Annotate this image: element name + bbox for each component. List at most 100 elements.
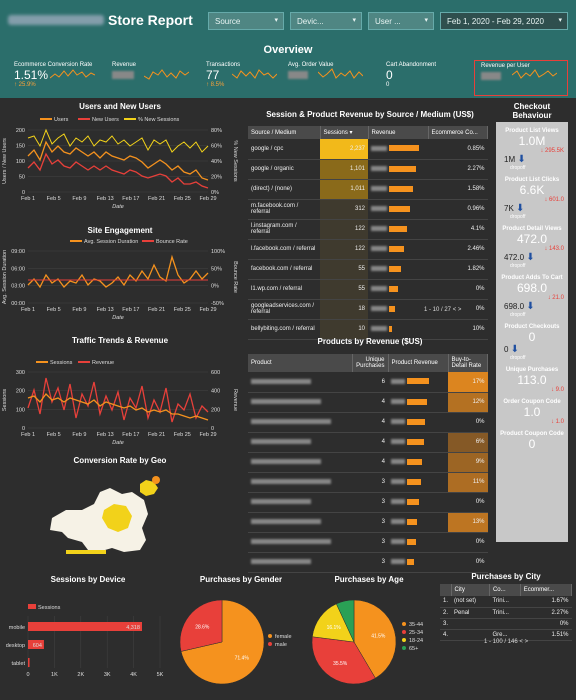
product-cell [248, 372, 352, 393]
device-bar [28, 622, 142, 631]
unique-purchases-cell: 3 [352, 492, 388, 513]
revenue-bar [388, 225, 407, 232]
revenue-cell [388, 552, 448, 573]
table-row[interactable]: 6 17% [248, 372, 488, 393]
blurred-value [371, 266, 387, 272]
table-row[interactable]: 4. Gre... 1.51% [440, 629, 572, 641]
city-cell: 3. [440, 618, 452, 630]
table-row[interactable]: google / cpc 2,237 0.85% [248, 139, 488, 160]
city-table-title: Purchases by City [471, 572, 541, 581]
table-row[interactable]: 2. Penal Trini... 2.27% [440, 607, 572, 619]
x-tick-label: Feb 17 [122, 432, 139, 438]
table-row[interactable]: l1.wp.com / referral 55 0% [248, 279, 488, 300]
new-users-line [27, 152, 209, 189]
table-row[interactable]: 3 11% [248, 472, 488, 493]
checkout-step-delta: ↓ 143.0 [544, 246, 564, 252]
table-row[interactable]: 3. 0% [440, 618, 572, 630]
table-row[interactable]: 4 0% [248, 412, 488, 433]
source-filter[interactable]: Source ▾ [208, 12, 284, 30]
table-row[interactable]: googleadservices.com / referral 18 0% [248, 299, 488, 320]
y-tick-label: 200 [16, 128, 25, 134]
source-medium-table: Source / Medium Sessions ▾ Revenue Ecomm… [248, 126, 488, 340]
city-cell: 2. [440, 607, 452, 619]
table-row[interactable]: facebook.com / referral 55 1.82% [248, 259, 488, 280]
checkout-funnel: Product List Views 1.0M ↓ 295.5K 1M ⬇ dropof… [496, 122, 568, 542]
blurred-value [391, 439, 405, 445]
dropoff-label: dropoff [510, 312, 526, 318]
city-cell: Trini... [489, 596, 521, 608]
x-tick-label: Feb 29 [199, 196, 216, 202]
col-sessions[interactable]: Sessions ▾ [320, 126, 369, 139]
kpi-label: Ecommerce Conversion Rate [14, 62, 93, 68]
device-filter[interactable]: Devic... ▾ [290, 12, 362, 30]
revenue-cell [368, 319, 428, 340]
users-chart-title: Users and New Users [79, 102, 161, 111]
kpi-cart-abandonment: Cart Abandonment 0 0 [386, 62, 436, 96]
next-page-icon[interactable]: > [524, 639, 529, 645]
y2-tick-label: 60% [211, 144, 222, 150]
blurred-product-name [251, 478, 331, 484]
table-row[interactable]: (direct) / (none) 1,011 1.58% [248, 179, 488, 200]
col-buy-to-detail[interactable]: Buy-to-Detail Rate [448, 354, 488, 372]
date-range-picker[interactable]: Feb 1, 2020 - Feb 29, 2020 ▾ [440, 12, 568, 30]
pie-slice [336, 599, 355, 643]
table-row[interactable]: 3 0% [248, 492, 488, 513]
col-product-revenue[interactable]: Product Revenue [388, 354, 449, 372]
source-cell: google / organic [248, 159, 320, 180]
col-product[interactable]: Product [248, 354, 353, 372]
y2-tick-label: 20% [211, 175, 222, 181]
sessions-cell: 122 [320, 239, 368, 260]
revenue-cell [368, 179, 428, 200]
table-row[interactable]: l.instagram.com / referral 122 4.1% [248, 219, 488, 240]
blurred-value [371, 246, 387, 252]
x-tick-label: Feb 21 [148, 196, 165, 202]
col-unique-purchases[interactable]: Unique Purchases [352, 354, 389, 372]
table-header-row: Product Unique Purchases Product Revenue… [248, 354, 488, 372]
blurred-value [391, 479, 405, 485]
table-row[interactable]: 3 0% [248, 532, 488, 553]
col-revenue[interactable]: Revenue [368, 126, 429, 139]
col-ecommerce[interactable]: Ecommer... [520, 584, 573, 596]
prev-page-icon[interactable]: < [519, 639, 523, 645]
source-cell: bellybiting.com / referral [248, 319, 320, 340]
pie-slice [353, 599, 397, 679]
dropoff-label: dropoff [510, 165, 526, 171]
checkout-step-delta: ↓ 295.5K [540, 148, 564, 154]
col-ecommerce-conv[interactable]: Ecommerce Co... [428, 126, 488, 139]
table-row[interactable]: 4 6% [248, 432, 488, 453]
col-source-medium[interactable]: Source / Medium [248, 126, 321, 139]
table-row[interactable]: google / organic 1,101 2.27% [248, 159, 488, 180]
table-row[interactable]: 3 13% [248, 512, 488, 533]
device-chart: Sessions 0 1K 2K 3K 4K 5K mobile 4,318 desktop 604… [6, 604, 164, 678]
col-country[interactable]: Co... [489, 584, 521, 596]
col-city[interactable]: City [451, 584, 490, 596]
table-row[interactable]: bellybiting.com / referral 10 10% [248, 319, 488, 340]
revenue-bar [388, 245, 404, 252]
slice-value-label: 28.6% [195, 624, 210, 630]
conversion-cell: 2.27% [428, 159, 488, 180]
table-row[interactable]: 4 12% [248, 392, 488, 413]
revenue-cell [388, 472, 448, 493]
table-row[interactable]: 1. (not set) Trini... 1.67% [440, 596, 572, 608]
x-tick-label: Feb 25 [174, 196, 191, 202]
users-chart: Users New Users % New Sessions 200 150 100… [2, 117, 238, 210]
next-page-icon[interactable]: > [457, 307, 462, 313]
sessions-cell: 122 [320, 219, 368, 240]
prev-page-icon[interactable]: < [452, 307, 457, 313]
conversion-cell: 0.96% [428, 199, 488, 220]
x-tick-label: Feb 5 [47, 196, 61, 202]
table-header-row: City Co... Ecommer... [440, 584, 573, 596]
table-row[interactable]: 3 0% [248, 552, 488, 573]
city-table: City Co... Ecommer... 1. (not set) Trini... 1… [440, 584, 573, 641]
buy-to-detail-cell: 0% [448, 412, 488, 433]
table-row[interactable]: l.facebook.com / referral 122 2.46% [248, 239, 488, 260]
table-row[interactable]: 4 9% [248, 452, 488, 473]
blurred-product-name [251, 418, 331, 424]
sparkline [318, 68, 363, 79]
revenue-cell [368, 279, 428, 300]
table-row[interactable]: m.facebook.com / referral 312 0.96% [248, 199, 488, 220]
age-pie-chart: 41.5% 35.5% 16.1% 35-44 25-34 18-24 65+ [311, 599, 423, 685]
user-filter[interactable]: User ... ▾ [368, 12, 434, 30]
products-table-title: Products by Revenue ($US) [317, 337, 423, 346]
checkout-step-value: 113.0 [517, 373, 547, 387]
